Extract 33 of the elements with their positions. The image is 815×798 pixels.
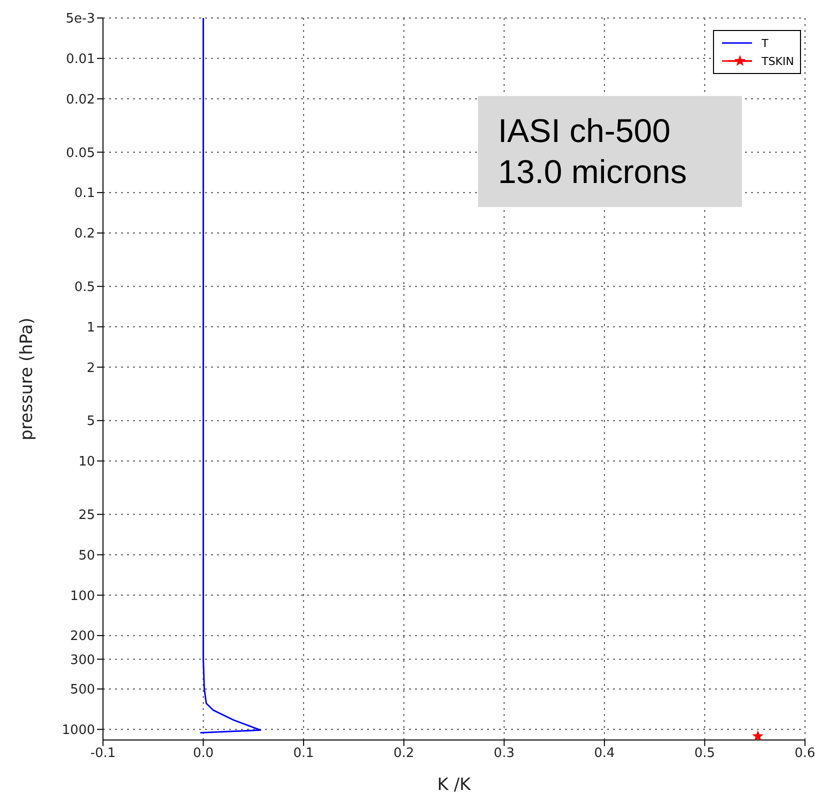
legend-label: T [762,36,768,50]
y-tick-label: 2 [86,360,95,376]
y-tick-label: 1000 [62,722,95,738]
y-tick-label: 10 [78,454,95,470]
x-axis-title: K /K [437,775,472,795]
annotation: IASI ch-500 [498,111,672,151]
y-tick-label: 0.5 [74,280,95,296]
legend-label: TSKIN [762,54,794,68]
annotation: 13.0 microns [498,152,688,192]
line-series [200,18,262,734]
y-tick-label: 300 [70,652,95,668]
y-tick-label: 25 [78,508,95,523]
y-tick-label: 200 [70,629,95,644]
y-tick-label: 0.05 [66,146,95,161]
x-tick-label: 0.3 [494,746,514,762]
x-tick-label: 0.1 [293,746,314,762]
y-axis-title: pressure (hPa) [17,318,38,440]
y-tick-label: 0.1 [74,186,95,202]
y-tick-label: 0.02 [66,92,95,108]
y-tick-label: 1 [86,320,95,336]
x-tick-label: -0.1 [90,746,116,762]
y-tick-label: 500 [70,682,95,698]
y-tick-label: 5e-3 [66,12,95,27]
x-tick-label: 0.5 [694,746,716,762]
y-tick-label: 0.2 [74,226,95,242]
x-tick-label: 0.6 [794,746,815,762]
y-tick-label: 50 [78,548,95,564]
x-tick-label: 0.2 [394,746,414,762]
x-tick-label: 0.4 [594,746,615,762]
y-tick-label: 0.01 [66,52,95,68]
y-tick-label: 100 [70,588,95,604]
x-tick-label: 0.0 [192,746,214,762]
y-tick-label: 5 [86,414,95,430]
